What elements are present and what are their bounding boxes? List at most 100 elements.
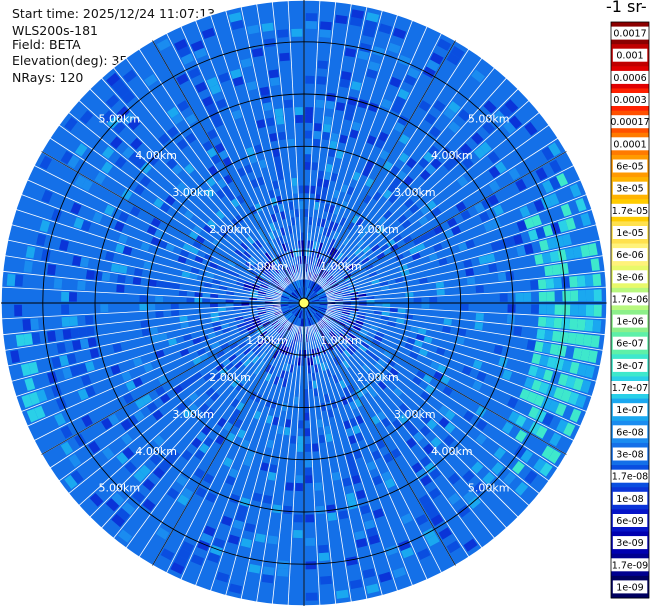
range-gate [406, 157, 417, 169]
range-gate [233, 306, 242, 310]
range-gate [321, 251, 326, 260]
range-gate [317, 170, 324, 179]
range-gate [351, 215, 359, 224]
range-gate [261, 235, 269, 244]
range-gate [358, 230, 367, 239]
range-gate [366, 135, 377, 146]
range-gate [194, 292, 203, 297]
colorbar-label-box [612, 226, 648, 239]
range-gate [311, 305, 319, 309]
range-gate [354, 323, 363, 329]
range-gate [305, 475, 313, 484]
info-field: Field: BETA [12, 37, 81, 52]
range-gate [458, 109, 471, 122]
range-gate [327, 296, 335, 300]
ring-label: 5.00km [468, 112, 510, 125]
range-gate [372, 191, 382, 202]
range-gate [244, 164, 253, 174]
range-gate [93, 271, 103, 281]
range-gate [488, 166, 501, 179]
range-gate [249, 269, 258, 276]
range-gate [105, 94, 120, 108]
range-gate [447, 217, 458, 228]
range-gate [578, 304, 587, 316]
colorbar-label-box [612, 270, 648, 284]
range-gate [181, 449, 193, 461]
range-gate [346, 556, 358, 566]
range-gate [251, 355, 260, 364]
range-gate [333, 189, 340, 199]
range-gate [153, 435, 165, 447]
range-gate [267, 338, 275, 346]
range-gate [178, 290, 187, 297]
ring-label: 2.00km [357, 371, 399, 384]
range-gate [294, 264, 298, 273]
range-gate [182, 243, 192, 252]
range-gate [557, 345, 567, 357]
ring-label: 3.00km [172, 408, 214, 421]
colorbar-label: 0.0017 [613, 29, 646, 40]
range-gate [60, 150, 74, 165]
range-gate [222, 327, 231, 334]
range-gate [376, 225, 386, 235]
colorbar-label-box [609, 93, 650, 106]
range-gate [225, 299, 234, 303]
range-gate [335, 102, 346, 112]
range-gate [107, 115, 120, 129]
range-gate [403, 175, 414, 186]
range-gate [310, 357, 314, 366]
range-gate [308, 280, 312, 289]
range-gate [294, 209, 299, 218]
range-gate [207, 332, 216, 339]
range-gate [111, 492, 125, 506]
info-instrument: WLS200s-181 [12, 23, 98, 38]
range-gate [444, 422, 456, 434]
range-gate [347, 459, 357, 470]
range-gate [366, 68, 378, 79]
range-gate [316, 76, 327, 85]
range-gate [287, 138, 295, 147]
range-gate [318, 544, 329, 554]
range-gate [228, 468, 239, 479]
range-gate [331, 400, 338, 409]
range-gate [503, 120, 517, 135]
range-gate [118, 529, 133, 543]
ring-label: 4.00km [135, 445, 177, 458]
range-gate [116, 106, 130, 119]
range-gate [177, 548, 191, 560]
range-gate [80, 374, 92, 386]
range-gate [523, 292, 532, 302]
ray-separator [324, 313, 575, 441]
colorbar-label: 6e-06 [616, 250, 643, 261]
range-gate [176, 138, 188, 150]
range-gate [356, 317, 365, 322]
range-gate [291, 177, 298, 186]
range-gate [430, 52, 444, 65]
range-gate [89, 348, 100, 359]
range-gate [578, 290, 587, 302]
range-gate [243, 250, 252, 259]
range-gate [349, 16, 363, 27]
range-gate [386, 372, 395, 382]
range-gate [241, 439, 250, 449]
range-gate [186, 376, 196, 386]
range-gate [216, 571, 230, 583]
range-gate [322, 261, 328, 269]
range-gate [555, 402, 567, 417]
range-gate [528, 229, 539, 241]
range-gate [304, 428, 311, 437]
ray-separator [125, 57, 291, 285]
colorbar-label: 3e-05 [616, 184, 643, 195]
range-gate [430, 436, 442, 448]
range-gate [251, 283, 260, 289]
range-gate [304, 185, 310, 194]
range-gate [258, 288, 267, 293]
range-gate [341, 311, 350, 315]
range-gate [157, 375, 168, 385]
range-gate [146, 225, 157, 236]
range-gate [345, 337, 353, 345]
range-gate [142, 478, 155, 491]
range-gate [314, 482, 323, 491]
range-gate [559, 331, 569, 344]
range-gate [309, 292, 316, 298]
